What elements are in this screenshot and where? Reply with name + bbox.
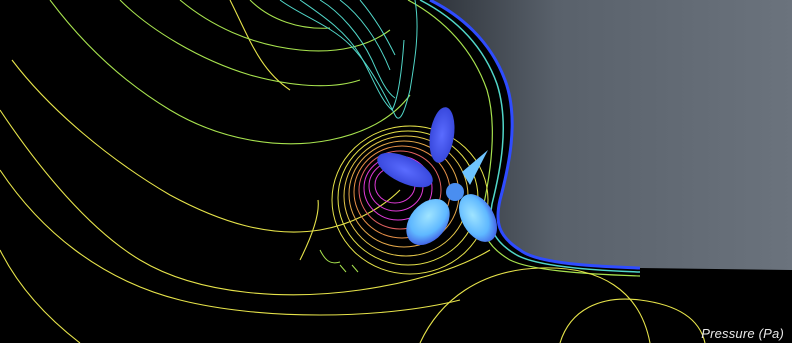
- blade-bottom-left: [406, 198, 450, 246]
- cyan-contours: [279, 0, 418, 119]
- propeller: [377, 107, 497, 246]
- legend-label: Pressure (Pa): [701, 326, 784, 341]
- hull-shape: [430, 0, 792, 270]
- green-contours: [49, 0, 411, 145]
- propeller-hub: [446, 183, 464, 201]
- blade-bottom-right: [459, 194, 497, 242]
- blade-tip-right: [462, 150, 488, 185]
- hull-edge: [429, 0, 641, 270]
- outer-contours: [0, 0, 706, 343]
- blade-top: [429, 107, 455, 163]
- blade-left: [377, 152, 433, 188]
